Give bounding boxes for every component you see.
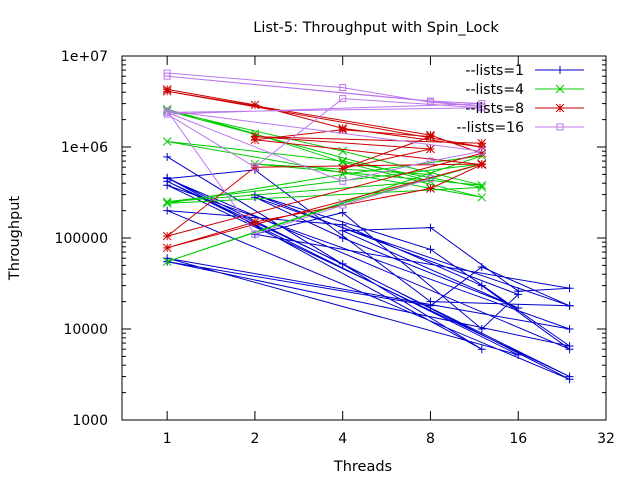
data-point-4-11 — [478, 104, 486, 112]
y-axis-title: Throughput — [7, 196, 23, 282]
data-point-1-11 — [565, 375, 574, 384]
data-point-2-8 — [162, 199, 172, 208]
data-point-1-24 — [426, 223, 435, 232]
data-point-4-14 — [426, 157, 434, 165]
x-tick-label-2: 2 — [250, 431, 259, 447]
data-point-3-21 — [477, 138, 487, 148]
data-point-4-16 — [163, 107, 171, 115]
series-4 — [163, 69, 486, 238]
data-point-3-7 — [477, 149, 487, 158]
data-point-1-12 — [163, 206, 172, 215]
data-point-1-28 — [338, 208, 347, 217]
legend-marker-3 — [555, 103, 565, 113]
data-point-1-37 — [565, 301, 574, 310]
x-tick-label-4: 8 — [426, 431, 435, 447]
data-point-3-17 — [426, 132, 435, 141]
data-point-3-18 — [338, 164, 348, 173]
x-tick-label-5: 16 — [509, 431, 527, 447]
y-tick-label-2: 10000 — [63, 322, 108, 338]
legend-label-3: --lists=8 — [465, 101, 524, 117]
legend-marker-4 — [556, 123, 564, 131]
data-point-4-6 — [426, 97, 434, 105]
data-point-3-14 — [477, 160, 487, 169]
data-point-4-9 — [251, 163, 259, 171]
data-point-3-2 — [250, 100, 260, 110]
data-point-1-2 — [477, 345, 486, 354]
x-tick-label-1: 1 — [163, 431, 172, 447]
data-point-2-11 — [162, 257, 172, 266]
data-point-4-13 — [339, 177, 347, 185]
data-point-1-10 — [338, 259, 347, 268]
data-point-3-5 — [162, 86, 172, 96]
y-tick-label-1: 1000 — [72, 413, 108, 429]
legend: --lists=1 --lists=4 --lists=8 --lists=16 — [456, 63, 584, 136]
axes-layer: 1 2 4 8 16 32 1000 10000 100000 1e+06 1e+07 — [55, 49, 615, 447]
data-point-2-18 — [477, 180, 487, 190]
series-3 — [162, 85, 487, 253]
data-point-2-4 — [477, 192, 487, 202]
legend-marker-1 — [556, 66, 564, 74]
data-point-1-26 — [565, 284, 574, 293]
chart-title: List-5: Throughput with Spin_Lock — [253, 20, 499, 36]
data-point-1-32 — [426, 245, 435, 254]
data-point-3-12 — [250, 217, 260, 227]
y-tick-label-4: 1e+06 — [61, 140, 108, 156]
x-axis-title: Threads — [333, 459, 392, 475]
legend-label-1: --lists=1 — [465, 63, 524, 79]
data-point-1-36 — [477, 263, 486, 272]
data-point-4-10 — [339, 95, 347, 103]
data-point-1-6 — [565, 325, 574, 333]
data-point-1-1 — [163, 152, 172, 161]
data-point-1-8 — [514, 350, 523, 359]
data-point-2-14 — [162, 197, 172, 207]
y-tick-label-3: 100000 — [55, 231, 108, 247]
data-point-1-14 — [477, 281, 486, 290]
data-point-4-2 — [339, 84, 347, 92]
data-point-2-3 — [338, 157, 348, 167]
y-tick-label-5: 1e+07 — [61, 49, 108, 65]
data-point-1-22 — [514, 304, 523, 313]
series-layer — [162, 69, 574, 384]
data-point-1-23 — [338, 226, 347, 235]
data-point-2-7 — [477, 183, 487, 192]
data-point-4-5 — [163, 72, 171, 80]
data-point-2-17 — [338, 146, 348, 156]
data-point-3-8 — [162, 231, 172, 241]
data-point-4-15 — [478, 147, 486, 155]
data-point-2-6 — [338, 156, 348, 166]
data-point-3-16 — [338, 125, 348, 135]
data-point-1-29 — [477, 325, 486, 333]
data-point-4-7 — [478, 100, 486, 108]
legend-marker-2 — [555, 84, 565, 94]
data-point-1-16 — [163, 174, 172, 183]
legend-label-2: --lists=4 — [465, 82, 524, 98]
legend-label-4: --lists=16 — [456, 120, 524, 136]
data-point-1-35 — [426, 301, 435, 310]
x-tick-label-6: 32 — [597, 431, 615, 447]
data-point-3-20 — [250, 132, 260, 141]
data-point-1-30 — [514, 290, 523, 299]
data-point-4-17 — [251, 230, 259, 238]
data-point-1-33 — [565, 342, 574, 351]
data-point-4-19 — [426, 175, 434, 183]
data-point-3-19 — [426, 144, 435, 154]
data-point-1-21 — [338, 234, 347, 242]
data-point-3-13 — [426, 184, 435, 193]
data-point-4-18 — [339, 201, 347, 209]
data-point-2-5 — [162, 137, 172, 146]
x-tick-label-3: 4 — [338, 431, 347, 447]
data-point-3-11 — [162, 243, 172, 253]
